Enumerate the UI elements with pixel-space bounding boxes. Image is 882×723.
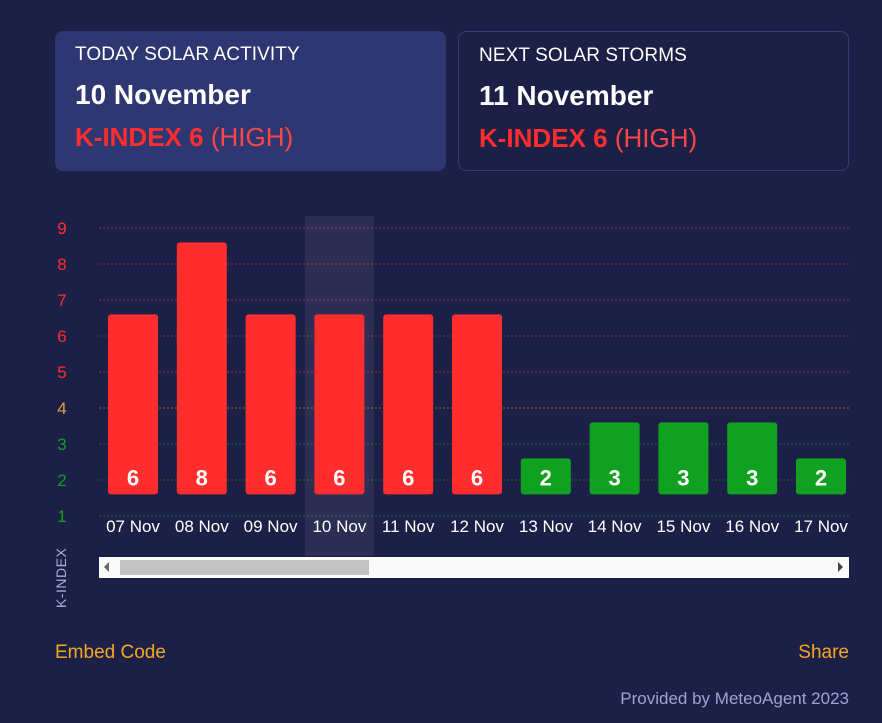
y-axis-ticks: 1 2 3 4 5 6 7 8 9 [57, 219, 66, 526]
next-card-label: NEXT SOLAR STORMS [479, 45, 687, 66]
y-tick-label: 3 [57, 435, 66, 454]
bar-value-label: 3 [677, 465, 689, 490]
bar-value-label: 6 [471, 465, 483, 490]
y-tick-label: 4 [57, 399, 66, 418]
x-tick-label: 16 Nov [725, 517, 779, 536]
provider-credit: Provided by MeteoAgent 2023 [620, 689, 849, 708]
y-tick-label: 8 [57, 255, 66, 274]
bar[interactable] [452, 314, 502, 495]
bar[interactable] [176, 242, 227, 495]
today-card-kindex-line: K-INDEX 6 (HIGH) [75, 122, 426, 153]
bar-value-label: 3 [608, 465, 620, 490]
x-tick-label: 15 Nov [656, 517, 710, 536]
y-tick-label: 9 [57, 219, 66, 238]
bar[interactable] [314, 314, 365, 495]
bar-value-label: 6 [127, 465, 139, 490]
today-card-level: (HIGH) [210, 122, 294, 152]
chart-horizontal-scrollbar[interactable] [99, 557, 849, 578]
bar[interactable] [245, 314, 296, 495]
today-card-kindex: K-INDEX 6 [75, 122, 204, 152]
bar[interactable] [589, 422, 640, 495]
bar[interactable] [658, 422, 709, 495]
next-card-kindex: K-INDEX 6 [479, 123, 608, 153]
bar-value-label: 8 [196, 465, 208, 490]
bar-value-label: 6 [402, 465, 414, 490]
x-tick-label: 07 Nov [106, 517, 160, 536]
x-tick-label: 08 Nov [175, 517, 229, 536]
y-tick-label: 6 [57, 327, 66, 346]
y-tick-label: 7 [57, 291, 66, 310]
kindex-bar-chart: 1 2 3 4 5 6 7 8 9 6 8 6 6 6 6 2 3 3 3 2 07 Nov 08 Nov 09 Nov… [57, 216, 849, 556]
next-card-level: (HIGH) [614, 123, 698, 153]
y-tick-label: 1 [57, 507, 66, 526]
bar[interactable] [383, 314, 434, 495]
share-link[interactable]: Share [798, 642, 849, 663]
x-tick-label: 13 Nov [519, 517, 573, 536]
y-tick-label: 2 [57, 471, 66, 490]
scroll-right-icon[interactable] [838, 562, 843, 572]
bar[interactable] [796, 458, 846, 495]
y-axis-label: K-INDEX [53, 547, 69, 608]
today-card-date: 10 November [75, 79, 251, 110]
bar[interactable] [520, 458, 571, 495]
scrollbar-thumb[interactable] [120, 560, 369, 575]
x-axis-ticks: 07 Nov 08 Nov 09 Nov 10 Nov 11 Nov 12 Nov 13 N… [106, 517, 848, 536]
x-tick-label: 09 Nov [244, 517, 298, 536]
bar-value-label: 6 [264, 465, 276, 490]
next-storms-card: NEXT SOLAR STORMS 11 November K-INDEX 6 … [458, 31, 849, 171]
bar-value-label: 2 [540, 465, 552, 490]
y-tick-label: 5 [57, 363, 66, 382]
x-tick-label: 12 Nov [450, 517, 504, 536]
bar[interactable] [108, 314, 158, 495]
today-card-label: TODAY SOLAR ACTIVITY [75, 44, 300, 65]
x-tick-label: 11 Nov [382, 517, 435, 536]
x-tick-label: 14 Nov [588, 517, 642, 536]
next-card-kindex-line: K-INDEX 6 (HIGH) [479, 123, 828, 154]
bar-value-label: 6 [333, 465, 345, 490]
bars: 6 8 6 6 6 6 2 3 3 3 2 [108, 242, 846, 495]
bar[interactable] [727, 422, 778, 495]
next-card-date: 11 November [479, 80, 654, 111]
scroll-left-icon[interactable] [104, 562, 109, 572]
bar-value-label: 3 [746, 465, 758, 490]
x-tick-label: 10 Nov [312, 517, 366, 536]
embed-code-link[interactable]: Embed Code [55, 642, 166, 663]
bar-value-label: 2 [815, 465, 827, 490]
x-tick-label: 17 Nov [794, 517, 848, 536]
today-activity-card: TODAY SOLAR ACTIVITY 10 November K-INDEX… [55, 31, 446, 171]
